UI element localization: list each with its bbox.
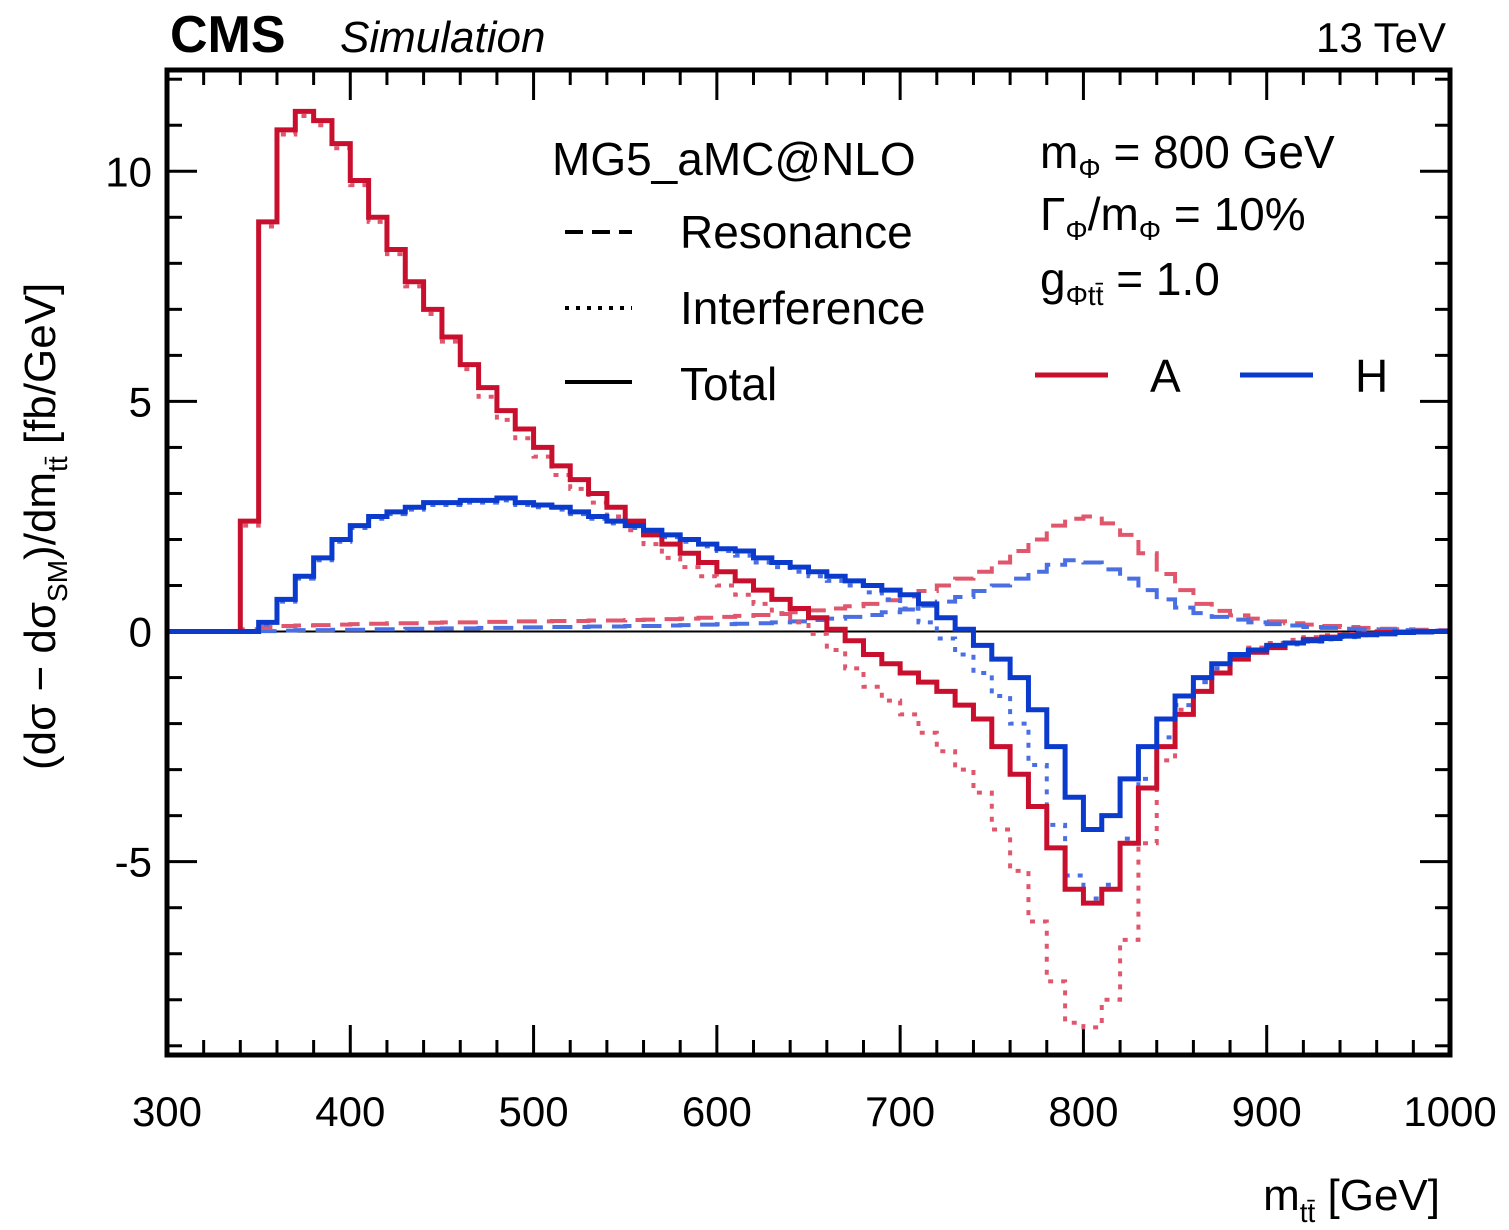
legend-total-label: Total <box>680 358 777 410</box>
legend-h-label: H <box>1355 350 1388 402</box>
energy-label: 13 TeV <box>1316 14 1446 61</box>
param-coupling: gΦtt̄ = 1.0 <box>1040 253 1220 311</box>
legend-a-label: A <box>1150 350 1181 402</box>
series-h-resonance <box>167 558 1450 634</box>
x-tick-label: 500 <box>499 1088 569 1135</box>
param-width: ΓΦ/mΦ = 10% <box>1040 188 1306 246</box>
x-tick-label: 900 <box>1232 1088 1302 1135</box>
simulation-label: Simulation <box>340 13 545 62</box>
x-tick-label: 300 <box>132 1088 202 1135</box>
x-tick-label: 600 <box>682 1088 752 1135</box>
legend-resonance-label: Resonance <box>680 206 913 258</box>
series-group <box>167 108 1450 1030</box>
x-axis-title: mtt̄ [GeV] <box>1263 1171 1440 1225</box>
x-tick-label: 700 <box>865 1088 935 1135</box>
plot-frame <box>164 67 1453 1058</box>
x-tick-label: 1000 <box>1403 1088 1496 1135</box>
legend-generator: MG5_aMC@NLO <box>552 133 916 185</box>
tick-labels: 300 400 500 600 700 800 900 1000 -5 0 5 10 <box>105 148 1496 1135</box>
y-tick-label: 0 <box>129 609 152 656</box>
series-a-resonance <box>167 514 1450 634</box>
y-tick-label: -5 <box>115 839 152 886</box>
experiment-label: CMS <box>170 6 286 64</box>
x-tick-label: 800 <box>1048 1088 1118 1135</box>
x-tick-label: 400 <box>315 1088 385 1135</box>
y-axis-title: (dσ − dσSM)/dmtt̄ [fb/GeV] <box>16 283 73 770</box>
series-h-interference <box>167 498 1450 901</box>
legend-interference-label: Interference <box>680 282 925 334</box>
param-mass: mΦ = 800 GeV <box>1040 126 1335 184</box>
y-tick-label: 10 <box>105 148 152 195</box>
series-h-total <box>167 495 1450 832</box>
y-tick-label: 5 <box>129 378 152 425</box>
